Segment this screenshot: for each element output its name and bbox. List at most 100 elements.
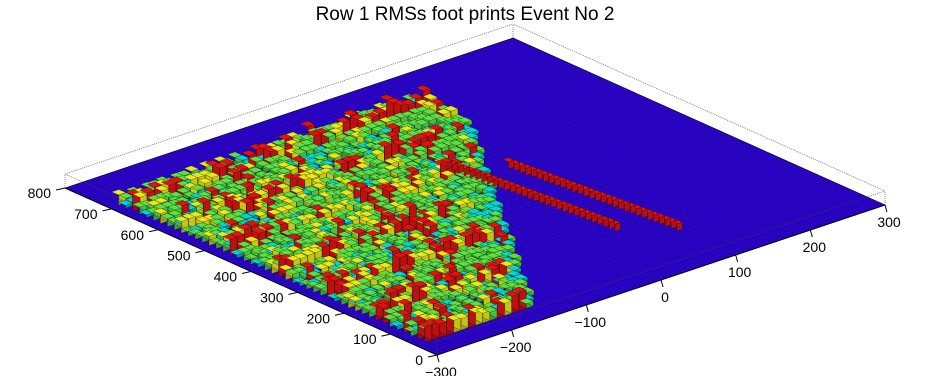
bar-top (195, 216, 211, 223)
bar-top (375, 177, 391, 184)
bar-top (437, 221, 453, 227)
bar-top (393, 235, 409, 242)
bar-top (351, 228, 366, 234)
x-tick (288, 291, 298, 295)
bar-top (377, 280, 392, 287)
bar-top (286, 233, 302, 240)
bar-top (504, 290, 520, 297)
bar-top (431, 318, 447, 325)
bar-top (375, 302, 391, 309)
ridge-top (502, 157, 515, 163)
grid-line (468, 52, 841, 221)
bar-top (203, 186, 219, 193)
x-tick-label: 0 (415, 352, 423, 368)
bar-top (190, 184, 206, 191)
bar-top (457, 117, 473, 123)
bar-top (347, 295, 363, 302)
bar-top (470, 262, 486, 269)
bar-top (263, 146, 278, 152)
bar-top (405, 154, 421, 161)
bar-top (460, 183, 476, 190)
bar-top (258, 223, 274, 230)
bar-top (278, 264, 294, 271)
bar-top (309, 221, 324, 228)
bar-top (448, 284, 464, 291)
x-tick-label: 100 (353, 331, 377, 347)
bar-top (132, 201, 148, 208)
bar-top (444, 215, 460, 222)
bar-top (379, 94, 394, 101)
bar-top (312, 154, 328, 161)
y-tick (660, 279, 664, 288)
bar-top (466, 215, 482, 222)
bar-top (374, 195, 390, 202)
bar-top (446, 314, 462, 321)
bar-top (301, 230, 317, 237)
bar-top (270, 145, 286, 152)
bar-top (369, 158, 385, 165)
bar-top (414, 251, 430, 258)
bar-top (233, 164, 249, 170)
x-tick-label: 500 (167, 248, 191, 264)
bar-top (433, 283, 449, 290)
frame-back (64, 23, 886, 192)
bar-top (390, 284, 406, 291)
bar-top (181, 213, 197, 219)
y-tick (809, 229, 813, 238)
bar-top (498, 282, 514, 289)
bar-top (404, 166, 420, 173)
bar-top (414, 119, 430, 126)
bar-top (467, 197, 483, 204)
grid-line (473, 51, 846, 219)
bar-top (240, 170, 256, 176)
bar-top (437, 227, 453, 234)
bar-top (408, 229, 424, 236)
bar-top (482, 186, 498, 193)
bar-top (253, 189, 269, 196)
bar-top (460, 303, 476, 310)
bar-top (377, 262, 393, 269)
bar-top (168, 176, 184, 183)
bar-top (421, 237, 437, 244)
bar-top (410, 309, 426, 316)
bar-top (497, 297, 513, 304)
bar-top (421, 115, 437, 122)
bar-top (308, 236, 324, 243)
bar-top (270, 139, 286, 146)
bar-top (447, 300, 463, 307)
bar-top (382, 182, 398, 189)
bar-top (452, 199, 468, 206)
y-tick-label: 100 (728, 264, 752, 280)
y-tick (884, 204, 888, 213)
grid-line (395, 77, 768, 245)
bar-top (484, 281, 499, 288)
bar-top (407, 107, 423, 114)
bar-top (443, 105, 459, 112)
bar-top (300, 249, 316, 256)
bar-top (464, 248, 480, 255)
bar-top (359, 204, 375, 211)
bar-top (328, 127, 344, 134)
x-tick (55, 187, 66, 191)
bar-top (381, 185, 397, 192)
bar-top (175, 187, 191, 194)
bar-top (458, 217, 474, 224)
bar-top (332, 182, 348, 189)
bar-top (410, 316, 426, 322)
bar-top (342, 110, 358, 116)
bar-top (383, 158, 399, 164)
bar-top (353, 182, 369, 189)
bar-top (360, 200, 375, 207)
bar-top (480, 223, 496, 230)
bar-top (340, 155, 356, 162)
x-tick (148, 229, 159, 233)
bar-top (219, 158, 235, 165)
bar-top (441, 135, 457, 142)
bar-top (174, 200, 190, 207)
bar-top (299, 120, 315, 127)
bar-top (358, 234, 374, 241)
bar-top (436, 108, 452, 115)
x-tick-label: 400 (214, 269, 238, 285)
x-tick (102, 208, 112, 212)
bar-top (153, 208, 168, 214)
